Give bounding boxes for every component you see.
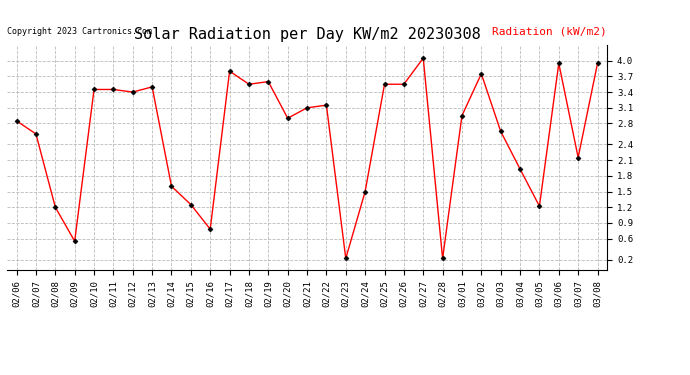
Text: Copyright 2023 Cartronics.com: Copyright 2023 Cartronics.com [7,27,152,36]
Title: Solar Radiation per Day KW/m2 20230308: Solar Radiation per Day KW/m2 20230308 [134,27,480,42]
Text: Radiation (kW/m2): Radiation (kW/m2) [493,27,607,37]
